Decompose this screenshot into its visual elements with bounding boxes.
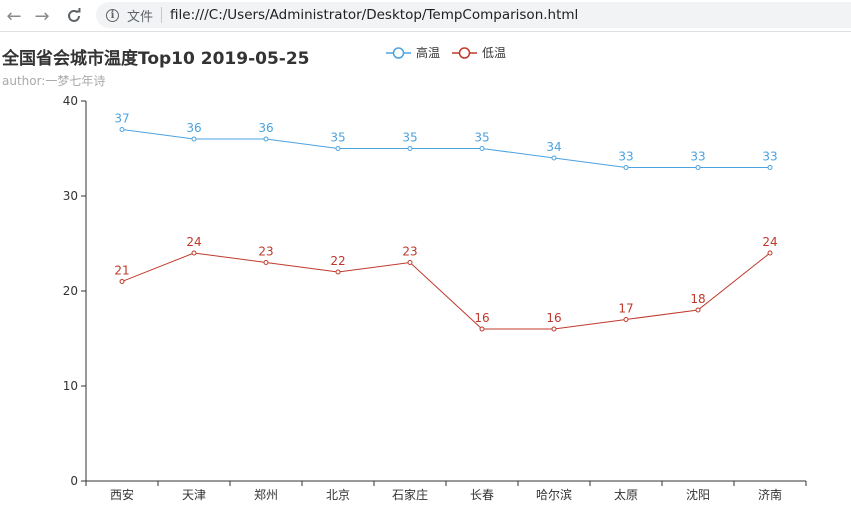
data-label: 36 [186, 121, 201, 135]
series-line-0 [121, 129, 770, 168]
data-point [119, 127, 125, 132]
chart-title: 全国省会城市温度Top10 2019-05-25 [2, 49, 310, 69]
x-tick-label: 沈阳 [686, 487, 710, 502]
x-tick-label: 西安 [110, 487, 134, 502]
data-point [695, 165, 701, 170]
data-point [623, 165, 629, 170]
data-label: 18 [690, 292, 705, 306]
address-separator [161, 7, 163, 23]
back-arrow-icon[interactable]: ← [6, 5, 22, 27]
data-point [551, 326, 557, 332]
data-label: 22 [330, 254, 345, 268]
url-text[interactable]: file:///C:/Users/Administrator/Desktop/T… [170, 7, 579, 23]
data-label: 33 [762, 150, 777, 164]
data-label: 33 [618, 150, 633, 164]
data-label: 33 [690, 150, 705, 164]
x-tick-label: 太原 [614, 487, 638, 502]
data-point [479, 326, 485, 332]
legend-marker-high-icon [386, 46, 411, 59]
y-tick-label: 40 [63, 94, 78, 108]
data-label: 37 [114, 112, 129, 126]
data-label: 21 [114, 264, 129, 278]
data-label: 35 [474, 131, 489, 145]
data-point [407, 146, 413, 151]
data-point [119, 279, 125, 284]
x-tick-label: 石家庄 [392, 487, 428, 502]
browser-toolbar: ← → i 文件 file:///C:/Users/Administrator/… [0, 0, 851, 32]
data-point [335, 269, 341, 275]
series-line-1 [121, 252, 771, 330]
x-tick-label: 济南 [758, 487, 782, 502]
data-point [191, 136, 197, 142]
chart-legend: 高温 低温 [386, 44, 518, 61]
legend-item-low[interactable]: 低温 [452, 44, 506, 61]
data-point [191, 250, 197, 256]
legend-label-low: 低温 [482, 46, 507, 60]
x-tick-label: 北京 [326, 488, 350, 502]
data-point [695, 307, 701, 313]
data-label: 17 [618, 302, 633, 316]
data-label: 16 [546, 311, 561, 325]
x-tick-label: 长春 [470, 488, 494, 502]
legend-marker-low-icon [452, 46, 478, 59]
data-point [551, 155, 557, 161]
data-point [767, 250, 773, 256]
data-point [335, 146, 341, 151]
y-tick-label: 30 [63, 189, 78, 203]
x-tick-label: 郑州 [254, 487, 278, 502]
reload-icon[interactable] [62, 4, 86, 28]
data-label: 35 [402, 131, 417, 145]
x-tick-label: 天津 [182, 488, 206, 502]
forward-arrow-icon[interactable]: → [34, 5, 50, 27]
data-point [263, 260, 269, 265]
file-scheme-label: 文件 [127, 9, 154, 25]
data-point [407, 260, 413, 265]
data-label: 34 [546, 140, 561, 154]
data-point [767, 165, 773, 170]
chart-subtitle: author:一梦七年诗 [2, 74, 106, 88]
y-tick-label: 20 [63, 284, 78, 298]
data-label: 36 [258, 121, 273, 135]
data-label: 23 [402, 245, 417, 259]
data-label: 35 [330, 131, 345, 145]
y-tick-label: 10 [63, 379, 78, 393]
info-icon[interactable]: i [106, 8, 119, 22]
legend-item-high[interactable]: 高温 [386, 44, 440, 61]
data-label: 23 [258, 245, 273, 259]
data-point [479, 146, 485, 151]
data-point [263, 136, 269, 142]
x-tick-label: 哈尔滨 [536, 487, 572, 502]
data-point [623, 317, 629, 322]
y-tick-label: 0 [70, 474, 78, 488]
data-label: 16 [474, 311, 489, 325]
address-bar[interactable]: i 文件 file:///C:/Users/Administrator/Desk… [96, 2, 851, 28]
data-label: 24 [762, 235, 777, 249]
legend-label-high: 高温 [416, 46, 441, 60]
data-label: 24 [186, 235, 201, 249]
